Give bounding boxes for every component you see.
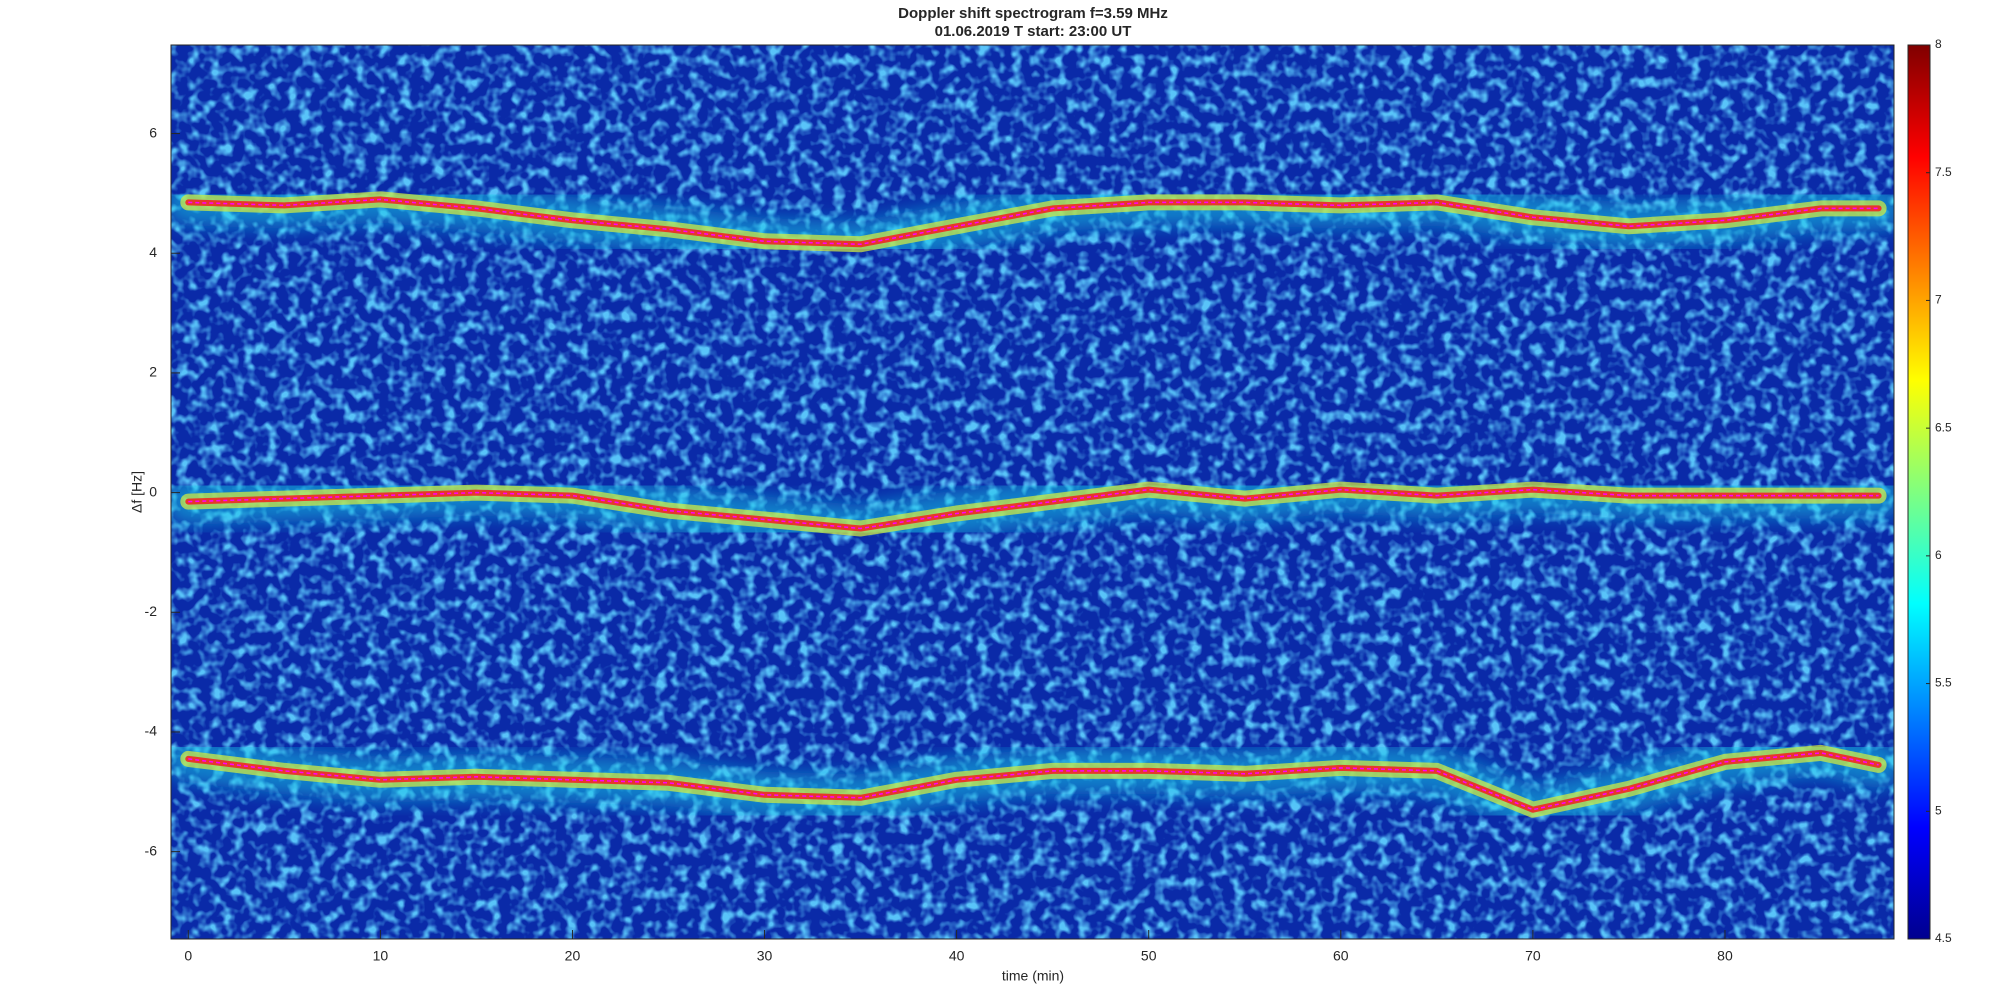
colorbar-tick-label: 4.5 [1935,931,1952,945]
ridge-trace [188,198,1879,246]
y-tick-label: 6 [149,124,157,140]
y-tick-label: 2 [149,364,157,380]
colorbar-tick-label: 5 [1935,803,1942,817]
chart-title: Doppler shift spectrogram f=3.59 MHz [898,5,1168,22]
ridge-trace [188,488,1879,530]
x-tick-label: 30 [757,948,773,964]
colorbar-tick-label: 7 [1935,293,1942,307]
x-tick-label: 40 [949,948,965,964]
chart-subtitle: 01.06.2019 T start: 23:00 UT [935,23,1132,40]
x-tick-label: 20 [565,948,581,964]
bands [171,176,1894,833]
x-tick-label: 70 [1525,948,1541,964]
colorbar-tick-label: 8 [1935,37,1942,51]
x-tick-label: 60 [1333,948,1349,964]
y-tick-label: 0 [149,483,157,499]
y-tick-label: -2 [145,603,158,619]
x-tick-label: 0 [184,948,192,964]
plot-frame [170,44,1895,940]
colorbar-tick-label: 5.5 [1935,676,1952,690]
ridge-trace [188,752,1879,811]
y-tick-label: -4 [145,723,158,739]
colorbar-tick-label: 7.5 [1935,165,1952,179]
x-tick-label: 10 [373,948,389,964]
y-tick-label: -6 [145,842,158,858]
x-tick-label: 50 [1141,948,1157,964]
y-axis-label: Δf [Hz] [129,471,145,513]
colorbar [1907,44,1931,940]
colorbar-tick-label: 6.5 [1935,420,1952,434]
y-tick-label: 4 [149,244,157,260]
colorbar-tick-label: 6 [1935,548,1942,562]
x-tick-label: 80 [1717,948,1733,964]
x-axis-label: time (min) [1002,968,1064,984]
